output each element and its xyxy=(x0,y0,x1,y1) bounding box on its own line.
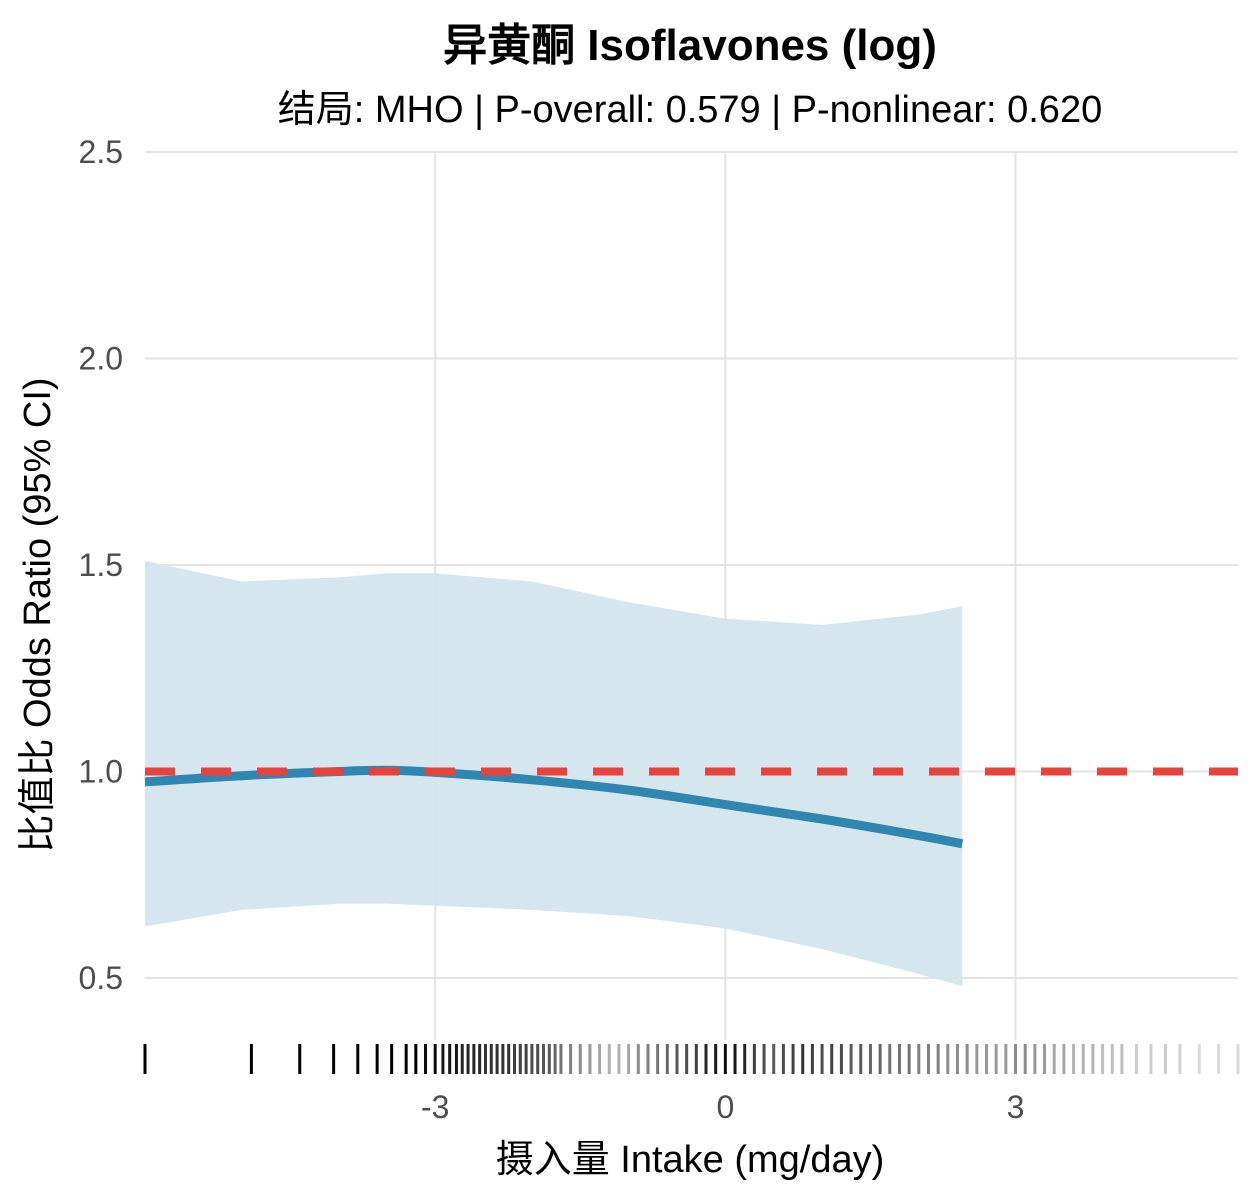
series-group xyxy=(144,765,964,849)
x-tick-label: 3 xyxy=(1007,1089,1025,1125)
y-tick-label: 1.5 xyxy=(79,547,123,583)
x-tick-label: 0 xyxy=(716,1089,734,1125)
y-axis-title: 比值比 Odds Ratio (95% CI) xyxy=(17,377,59,852)
chart-subtitle: 结局: MHO | P-overall: 0.579 | P-nonlinear… xyxy=(278,89,1102,131)
y-tick-labels: 0.5 1.0 1.5 2.0 2.5 xyxy=(79,134,123,996)
y-tick-label: 1.0 xyxy=(79,754,123,790)
y-tick-label: 2.5 xyxy=(79,134,123,170)
x-tick-labels: -3 0 3 xyxy=(421,1089,1024,1125)
x-tick-label: -3 xyxy=(421,1089,449,1125)
y-tick-label: 2.0 xyxy=(79,341,123,377)
odds-ratio-line xyxy=(144,765,964,849)
rug-group xyxy=(143,1044,1240,1074)
chart-title: 异黄酮 Isoflavones (log) xyxy=(443,21,937,70)
x-axis-title: 摄入量 Intake (mg/day) xyxy=(496,1139,885,1181)
y-tick-label: 0.5 xyxy=(79,960,123,996)
